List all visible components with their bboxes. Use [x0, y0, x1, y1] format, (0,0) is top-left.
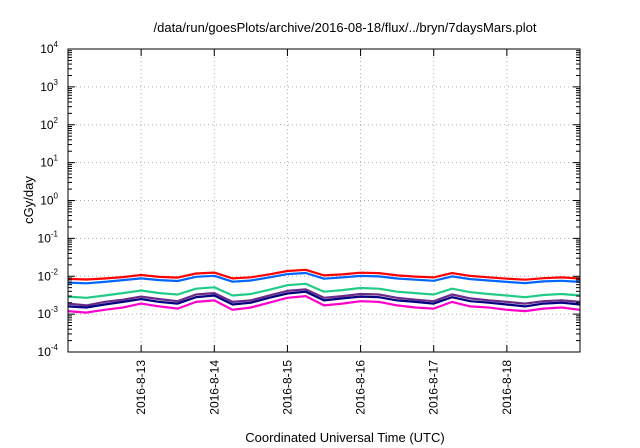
chart-title: /data/run/goesPlots/archive/2016-08-18/f…	[154, 20, 537, 35]
y-tick-labels: 10-4 10-3 10-2 10-1 100 101 102 103 104	[38, 40, 59, 359]
y-tick-label: 10-1	[38, 229, 59, 245]
axes	[67, 48, 581, 353]
y-tick-label: 103	[40, 78, 58, 94]
y-tick-label: 10-3	[38, 305, 59, 321]
x-tick-labels: 2016-8-13 2016-8-14 2016-8-15 2016-8-16 2016…	[134, 360, 514, 415]
series-line-4	[67, 288, 581, 307]
y-tick-label: 102	[40, 116, 58, 132]
x-tick-label: 2016-8-15	[280, 360, 294, 415]
x-tick-label: 2016-8-17	[427, 360, 441, 415]
x-axis-label: Coordinated Universal Time (UTC)	[245, 430, 444, 445]
y-tick-label: 101	[40, 154, 58, 170]
series-line-1	[67, 268, 581, 281]
y-tick-label: 104	[40, 40, 58, 56]
y-axis-label: cGy/day	[21, 176, 36, 224]
x-tick-label: 2016-8-18	[500, 360, 514, 415]
series-line-6	[67, 295, 581, 314]
y-tick-label: 10-2	[38, 267, 59, 283]
series-group	[67, 268, 581, 314]
x-tick-label: 2016-8-16	[354, 360, 368, 415]
x-tick-label: 2016-8-14	[207, 360, 221, 415]
x-tick-label: 2016-8-13	[134, 360, 148, 415]
plot-frame	[67, 48, 581, 353]
y-tick-label: 10-4	[38, 343, 59, 359]
series-line-5	[67, 290, 581, 309]
y-tick-label: 100	[40, 192, 58, 208]
series-line-2	[67, 271, 581, 285]
series-line-3	[67, 282, 581, 299]
